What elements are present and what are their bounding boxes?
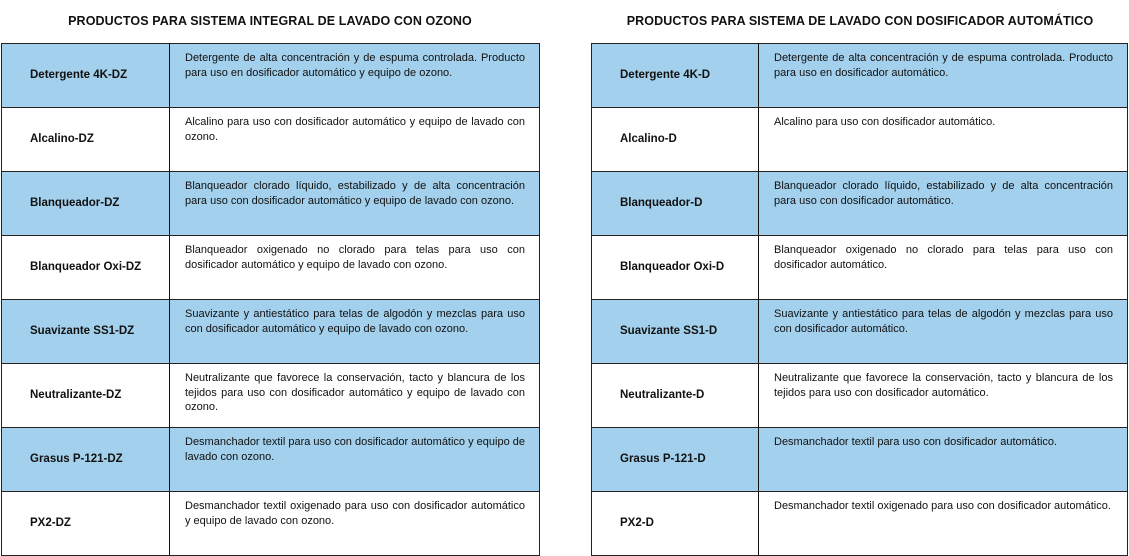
product-description: Detergente de alta concentración y de es…: [169, 43, 540, 108]
product-description: Blanqueador oxigenado no clorado para te…: [169, 235, 540, 300]
product-name: Blanqueador Oxi-DZ: [1, 235, 170, 300]
product-description: Suavizante y antiestático para telas de …: [758, 299, 1128, 364]
product-name: Neutralizante-DZ: [1, 363, 170, 428]
product-description: Detergente de alta concentración y de es…: [758, 43, 1128, 108]
left-table-title: PRODUCTOS PARA SISTEMA INTEGRAL DE LAVAD…: [68, 14, 472, 28]
product-name: Suavizante SS1-DZ: [1, 299, 170, 364]
product-description: Suavizante y antiestático para telas de …: [169, 299, 540, 364]
dosifier-products-table: Detergente 4K-D Detergente de alta concen…: [591, 43, 1128, 556]
right-table-title: PRODUCTOS PARA SISTEMA DE LAVADO CON DOS…: [626, 14, 1094, 28]
product-row: Detergente 4K-DZ Detergente de alta conce…: [1, 43, 540, 108]
product-row: Alcalino-DZ Alcalino para uso con dosific…: [1, 107, 540, 172]
product-row: Blanqueador Oxi-D Blanqueador oxigenado n…: [591, 235, 1128, 300]
product-row: Suavizante SS1-D Suavizante y antiestátic…: [591, 299, 1128, 364]
product-row: Neutralizante-D Neutralizante que favorec…: [591, 363, 1128, 428]
product-name: Detergente 4K-DZ: [1, 43, 170, 108]
product-description: Desmanchador textil para uso con dosific…: [758, 427, 1128, 492]
product-description: Blanqueador clorado líquido, estabilizad…: [758, 171, 1128, 236]
product-name: Alcalino-D: [591, 107, 759, 172]
product-description: Blanqueador oxigenado no clorado para te…: [758, 235, 1128, 300]
product-row: PX2-D Desmanchador textil oxigenado para …: [591, 491, 1128, 556]
product-name: Blanqueador-D: [591, 171, 759, 236]
product-row: Blanqueador Oxi-DZ Blanqueador oxigenado …: [1, 235, 540, 300]
product-row: Blanqueador-D Blanqueador clorado líquido…: [591, 171, 1128, 236]
product-row: PX2-DZ Desmanchador textil oxigenado para…: [1, 491, 540, 556]
product-row: Blanqueador-DZ Blanqueador clorado líquid…: [1, 171, 540, 236]
product-row: Grasus P-121-DZ Desmanchador textil para …: [1, 427, 540, 492]
product-name: Blanqueador Oxi-D: [591, 235, 759, 300]
product-name: Neutralizante-D: [591, 363, 759, 428]
product-description: Blanqueador clorado líquido, estabilizad…: [169, 171, 540, 236]
product-row: Alcalino-D Alcalino para uso con dosifica…: [591, 107, 1128, 172]
product-name: PX2-DZ: [1, 491, 170, 556]
product-name: Blanqueador-DZ: [1, 171, 170, 236]
product-description: Neutralizante que favorece la conservaci…: [169, 363, 540, 428]
product-name: Detergente 4K-D: [591, 43, 759, 108]
product-name: Grasus P-121-D: [591, 427, 759, 492]
product-description: Alcalino para uso con dosificador automá…: [758, 107, 1128, 172]
product-name: Grasus P-121-DZ: [1, 427, 170, 492]
product-name: Suavizante SS1-D: [591, 299, 759, 364]
product-name: Alcalino-DZ: [1, 107, 170, 172]
product-description: Neutralizante que favorece la conservaci…: [758, 363, 1128, 428]
product-row: Suavizante SS1-DZ Suavizante y antiestáti…: [1, 299, 540, 364]
product-description: Desmanchador textil para uso con dosific…: [169, 427, 540, 492]
product-description: Alcalino para uso con dosificador automá…: [169, 107, 540, 172]
product-row: Detergente 4K-D Detergente de alta concen…: [591, 43, 1128, 108]
product-row: Neutralizante-DZ Neutralizante que favore…: [1, 363, 540, 428]
product-description: Desmanchador textil oxigenado para uso c…: [169, 491, 540, 556]
product-name: PX2-D: [591, 491, 759, 556]
product-description: Desmanchador textil oxigenado para uso c…: [758, 491, 1128, 556]
product-row: Grasus P-121-D Desmanchador textil para u…: [591, 427, 1128, 492]
ozone-products-table: Detergente 4K-DZ Detergente de alta conce…: [1, 43, 540, 556]
